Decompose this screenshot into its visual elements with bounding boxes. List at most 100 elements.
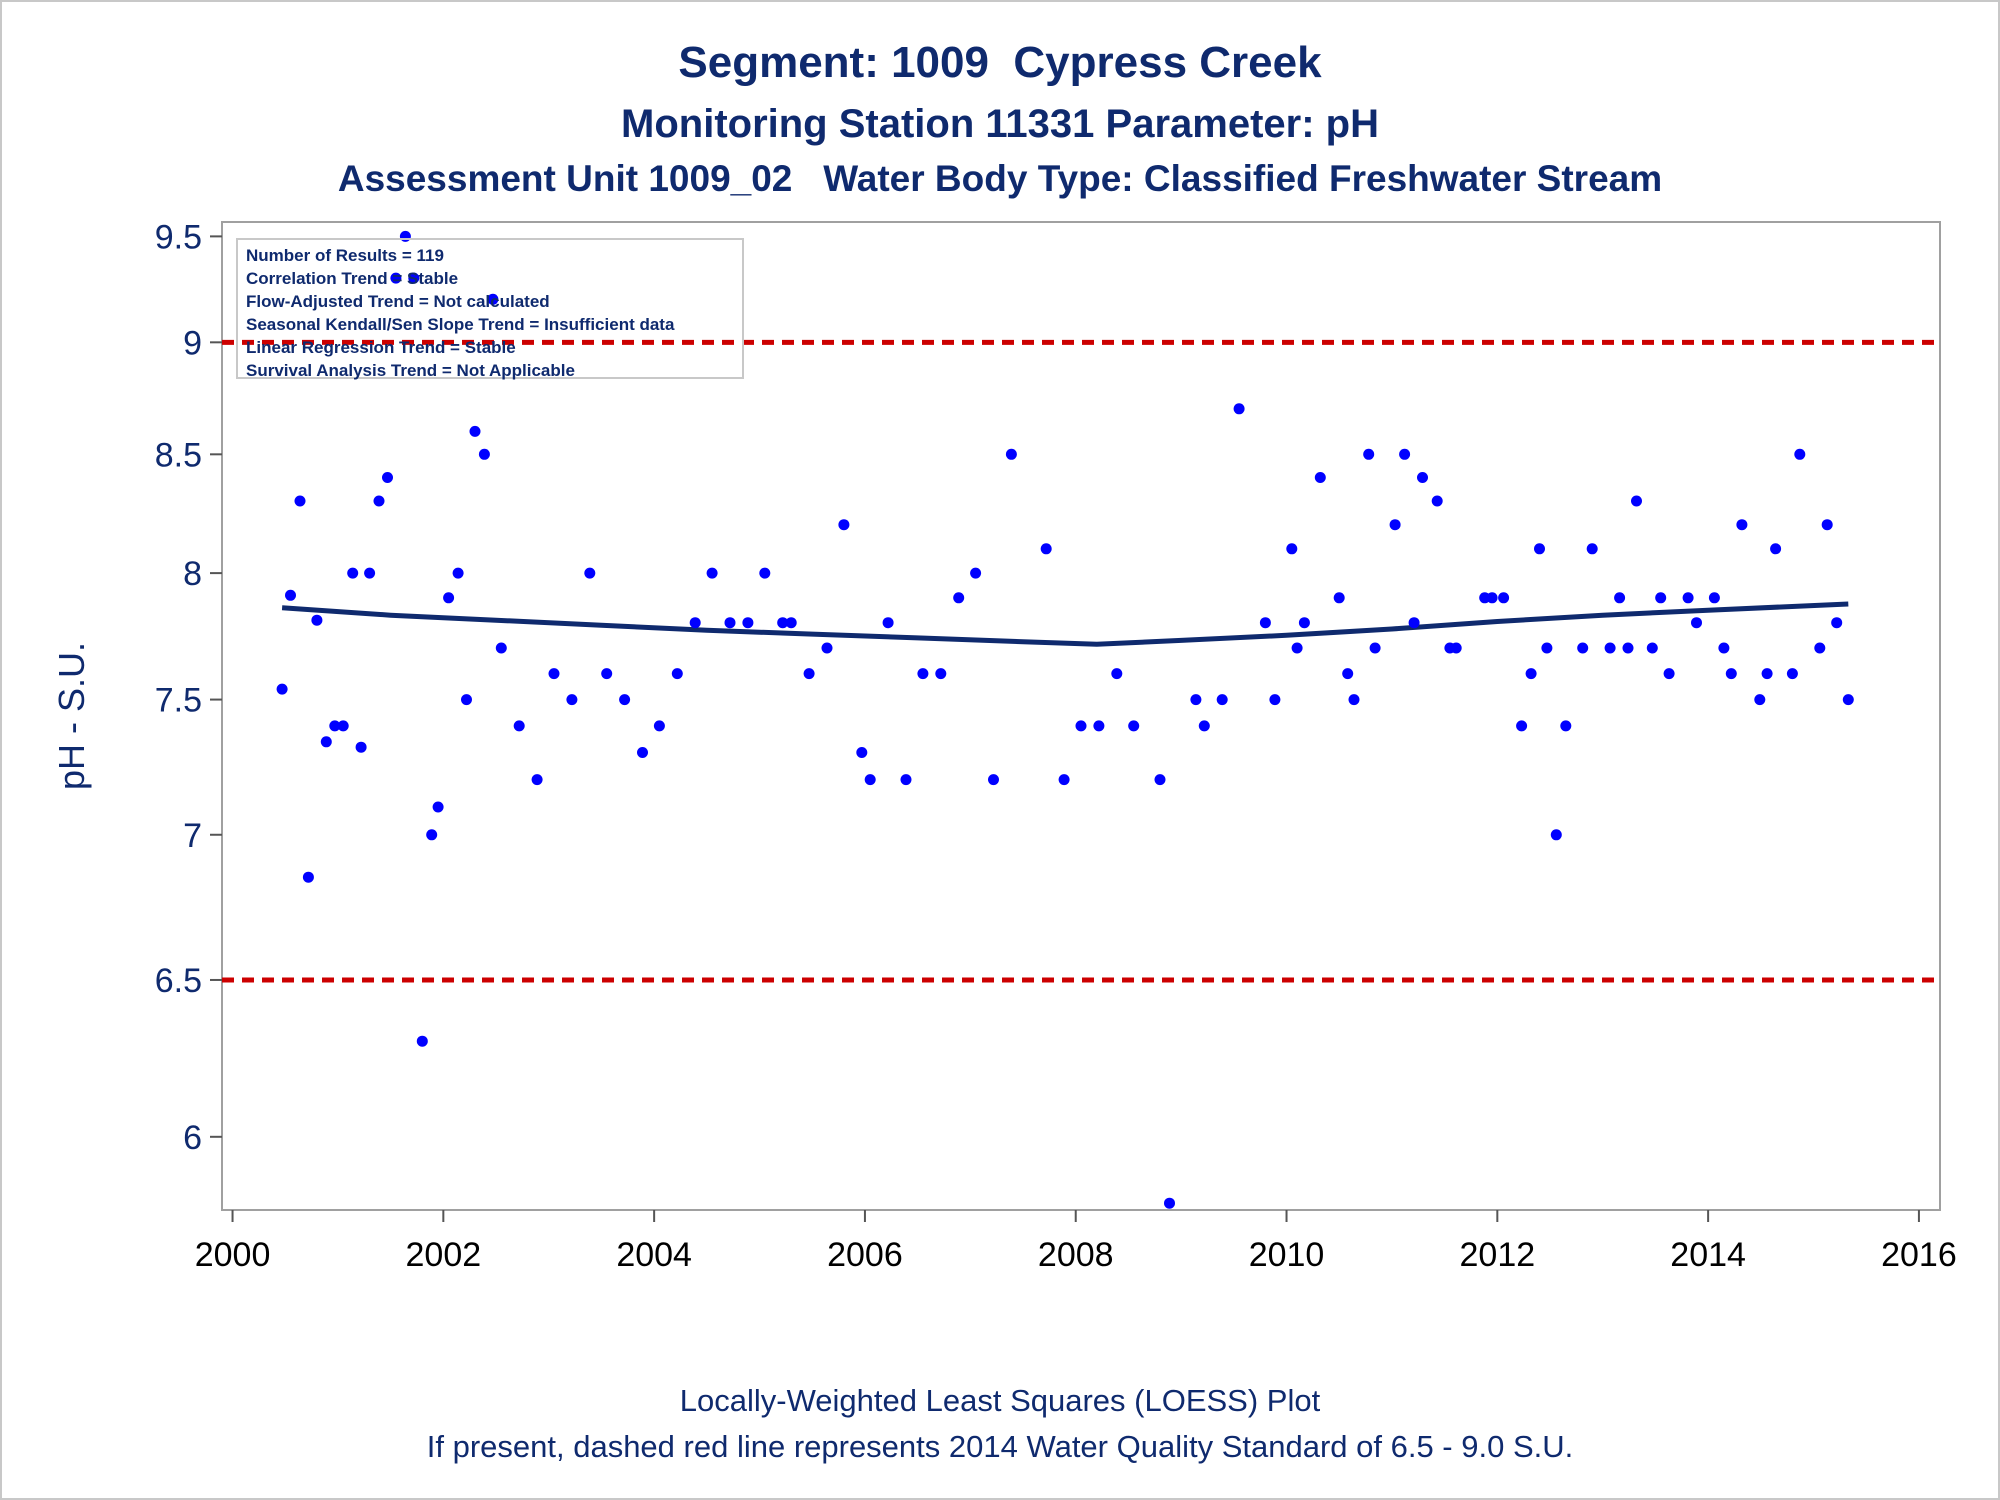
- data-point: [601, 668, 613, 680]
- data-point: [364, 567, 376, 579]
- data-point: [988, 774, 999, 786]
- stats-line: Correlation Trend = Stable: [246, 269, 459, 288]
- chart-title: Segment: 1009 Cypress Creek: [678, 38, 1322, 87]
- stats-line: Survival Analysis Trend = Not Applicable: [246, 361, 575, 380]
- data-point: [1259, 617, 1271, 629]
- data-point: [1708, 592, 1720, 604]
- chart-subtitle-2: Assessment Unit 1009_02 Water Body Type:…: [337, 158, 1663, 199]
- data-point: [373, 495, 385, 507]
- data-point: [311, 614, 323, 626]
- data-point: [355, 741, 367, 753]
- data-point: [390, 272, 402, 284]
- data-point: [1631, 495, 1642, 507]
- data-point: [1534, 543, 1545, 555]
- x-tick-label: 2016: [1881, 1236, 1957, 1274]
- data-point: [724, 617, 736, 629]
- data-point: [329, 720, 341, 732]
- data-point: [1821, 519, 1833, 531]
- data-point: [777, 617, 789, 629]
- data-point: [416, 1035, 428, 1047]
- y-tick-label: 9.5: [155, 218, 202, 256]
- data-point: [1498, 592, 1510, 604]
- y-tick-label: 8.5: [155, 436, 202, 474]
- data-point: [1389, 519, 1401, 531]
- data-point: [803, 668, 815, 680]
- data-point: [285, 589, 296, 601]
- data-point: [1663, 668, 1675, 680]
- data-point: [1761, 668, 1773, 680]
- stats-line: Number of Results = 119: [246, 246, 444, 265]
- data-point: [531, 774, 543, 786]
- data-point: [347, 567, 359, 579]
- data-point: [566, 694, 578, 706]
- x-tick-label: 2012: [1460, 1236, 1536, 1274]
- x-tick-label: 2008: [1038, 1236, 1114, 1274]
- data-point: [461, 694, 472, 706]
- data-point: [1655, 592, 1667, 604]
- data-point: [953, 592, 965, 604]
- data-point: [1577, 642, 1589, 654]
- data-point: [302, 871, 314, 883]
- data-point: [432, 801, 444, 813]
- data-point: [469, 425, 481, 437]
- x-tick-label: 2006: [827, 1236, 903, 1274]
- data-point: [1786, 668, 1798, 680]
- data-point: [382, 472, 393, 483]
- data-point: [452, 567, 464, 579]
- data-point: [1298, 617, 1310, 629]
- data-point: [1770, 543, 1782, 555]
- data-point: [1604, 642, 1616, 654]
- loess-line: [281, 601, 1849, 647]
- data-point: [1646, 642, 1658, 654]
- data-point: [408, 272, 420, 284]
- data-point: [1560, 720, 1572, 732]
- data-point: [838, 519, 850, 531]
- data-point: [1233, 403, 1245, 415]
- data-point: [320, 736, 332, 748]
- data-point: [1831, 617, 1843, 629]
- data-point: [1399, 448, 1411, 460]
- data-point: [653, 720, 665, 732]
- data-point: [426, 829, 438, 841]
- data-point: [864, 774, 876, 786]
- data-point: [1190, 694, 1202, 706]
- data-point: [1154, 774, 1166, 786]
- plot-area: [221, 221, 1941, 1211]
- data-point: [1269, 694, 1281, 706]
- footnote-loess: Locally-Weighted Least Squares (LOESS) P…: [679, 1383, 1321, 1418]
- data-point: [1363, 448, 1375, 460]
- data-point: [1450, 642, 1462, 654]
- data-point: [1093, 720, 1105, 732]
- data-point: [970, 567, 982, 579]
- data-point: [1198, 720, 1210, 732]
- data-point: [487, 293, 499, 305]
- data-point: [1164, 1197, 1175, 1209]
- chart-subtitle: Monitoring Station 11331 Parameter: pH: [621, 102, 1379, 146]
- data-point: [1725, 668, 1737, 680]
- data-point: [637, 747, 648, 758]
- data-point: [1614, 592, 1626, 604]
- data-point: [1369, 642, 1381, 654]
- data-point: [495, 642, 507, 654]
- data-point: [882, 617, 894, 629]
- data-point: [706, 567, 718, 579]
- data-point: [337, 720, 349, 732]
- stats-line: Linear Regression Trend = Stable: [246, 338, 516, 357]
- data-point: [584, 567, 596, 579]
- data-point: [1682, 592, 1694, 604]
- data-point: [1431, 495, 1443, 507]
- data-point: [1286, 543, 1298, 555]
- x-tick-label: 2014: [1670, 1236, 1746, 1274]
- data-point: [1525, 668, 1537, 680]
- y-axis: 6 6.5 7 7.5 8 8.5 9 9.5: [155, 218, 222, 1157]
- data-point: [1550, 829, 1562, 841]
- footnote-standard: If present, dashed red line represents 2…: [426, 1429, 1574, 1464]
- y-tick-label: 8: [183, 555, 202, 593]
- x-tick-label: 2004: [616, 1236, 692, 1274]
- data-point: [1486, 592, 1498, 604]
- stats-line: Seasonal Kendall/Sen Slope Trend = Insuf…: [246, 315, 675, 334]
- stats-box: Number of Results = 119 Correlation Tren…: [236, 238, 744, 380]
- data-point: [1128, 720, 1140, 732]
- data-point: [443, 592, 455, 604]
- data-point: [1622, 642, 1634, 654]
